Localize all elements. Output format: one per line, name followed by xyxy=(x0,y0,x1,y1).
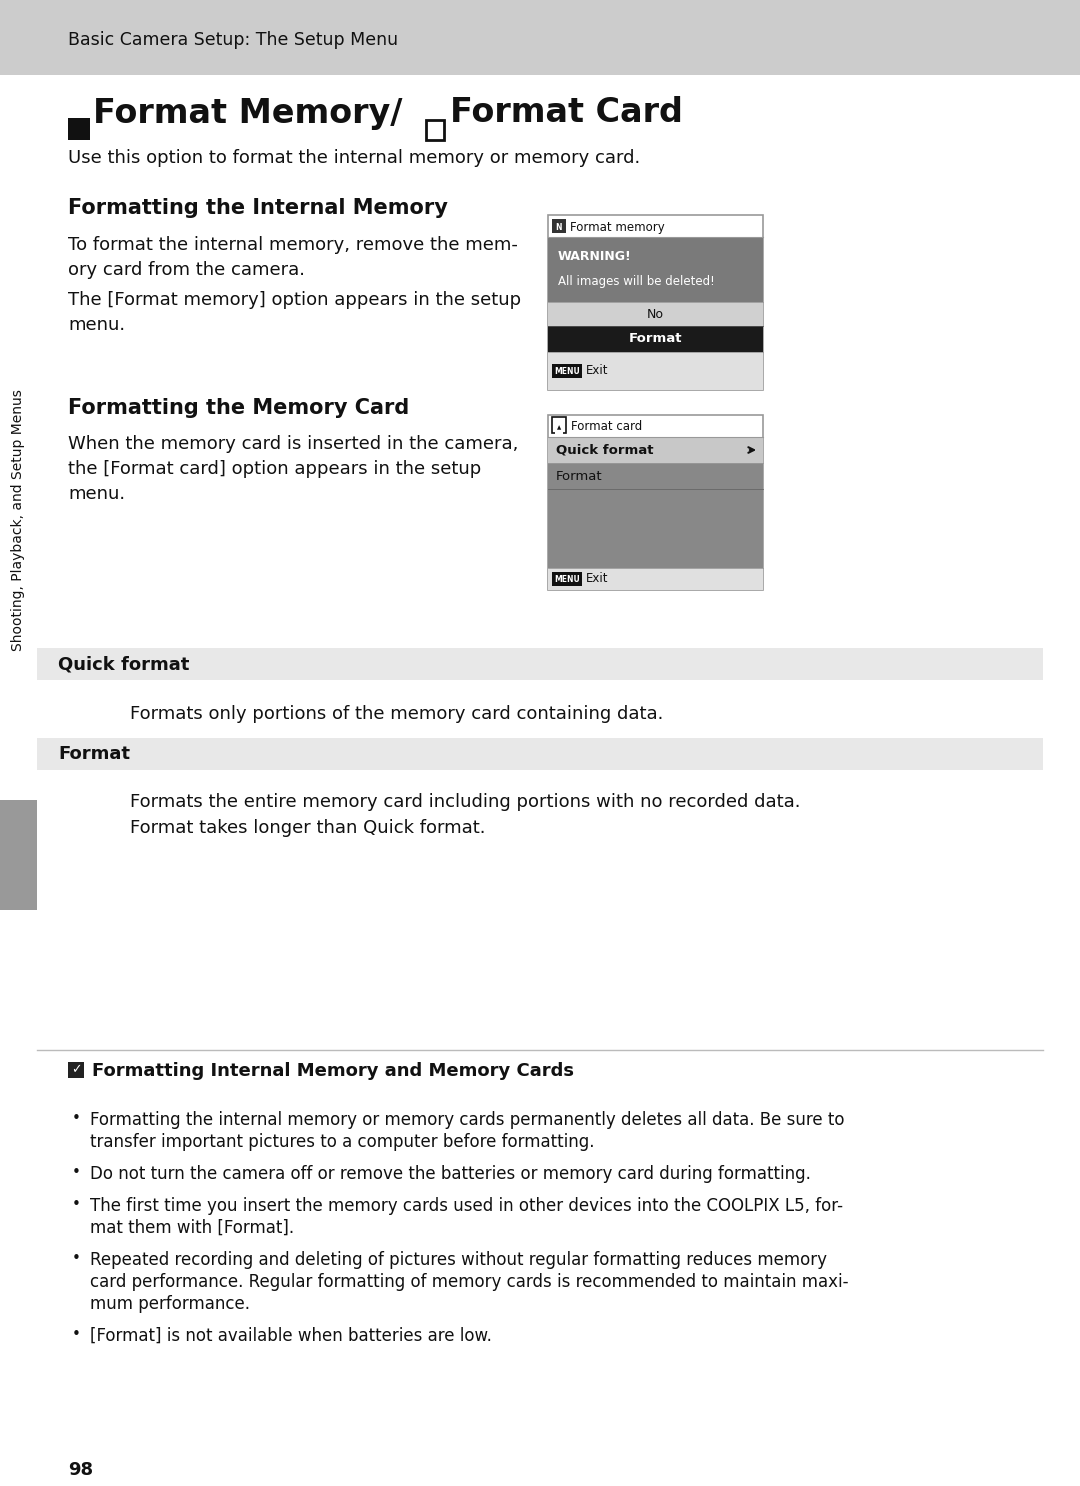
Bar xyxy=(37,739,1043,770)
Bar xyxy=(0,0,1080,74)
Bar xyxy=(548,302,762,325)
Bar xyxy=(548,325,762,352)
Text: MENU: MENU xyxy=(554,575,580,584)
Bar xyxy=(0,799,37,909)
Text: Formats only portions of the memory card containing data.: Formats only portions of the memory card… xyxy=(130,704,663,724)
Text: mat them with [Format].: mat them with [Format]. xyxy=(90,1219,294,1236)
Text: N: N xyxy=(73,107,84,119)
Text: Format card: Format card xyxy=(571,421,643,434)
Text: Formats the entire memory card including portions with no recorded data.: Formats the entire memory card including… xyxy=(130,794,800,811)
Text: Shooting, Playback, and Setup Menus: Shooting, Playback, and Setup Menus xyxy=(11,389,25,651)
Text: No: No xyxy=(647,308,664,321)
Text: Repeated recording and deleting of pictures without regular formatting reduces m: Repeated recording and deleting of pictu… xyxy=(90,1251,827,1269)
Bar xyxy=(68,117,90,140)
Text: ory card from the camera.: ory card from the camera. xyxy=(68,262,305,279)
Bar xyxy=(548,352,762,389)
Bar xyxy=(37,648,1043,681)
Bar xyxy=(548,236,762,302)
Text: Do not turn the camera off or remove the batteries or memory card during formatt: Do not turn the camera off or remove the… xyxy=(90,1165,811,1183)
Text: WARNING!: WARNING! xyxy=(558,251,632,263)
Bar xyxy=(548,437,762,464)
Text: 98: 98 xyxy=(68,1461,93,1479)
Text: Formatting the Memory Card: Formatting the Memory Card xyxy=(68,398,409,418)
Text: Format takes longer than Quick format.: Format takes longer than Quick format. xyxy=(130,819,486,837)
Text: menu.: menu. xyxy=(68,317,125,334)
Text: Quick format: Quick format xyxy=(58,655,189,673)
Text: Formatting Internal Memory and Memory Cards: Formatting Internal Memory and Memory Ca… xyxy=(92,1062,573,1080)
Text: N: N xyxy=(556,223,563,232)
Text: Quick format: Quick format xyxy=(556,443,653,456)
Text: The first time you insert the memory cards used in other devices into the COOLPI: The first time you insert the memory car… xyxy=(90,1198,843,1216)
Text: Format Memory/: Format Memory/ xyxy=(93,97,403,129)
Bar xyxy=(552,418,566,432)
Bar xyxy=(548,215,762,389)
Text: To format the internal memory, remove the mem-: To format the internal memory, remove th… xyxy=(68,236,518,254)
Text: ✓: ✓ xyxy=(71,1064,81,1076)
Text: menu.: menu. xyxy=(68,484,125,502)
Text: the [Format card] option appears in the setup: the [Format card] option appears in the … xyxy=(68,461,482,478)
Bar xyxy=(552,572,582,585)
Text: [Format] is not available when batteries are low.: [Format] is not available when batteries… xyxy=(90,1327,491,1345)
Bar xyxy=(548,415,762,590)
Text: Format Card: Format Card xyxy=(450,97,683,129)
Text: Format: Format xyxy=(58,744,130,762)
Text: •: • xyxy=(72,1198,81,1213)
Bar xyxy=(548,489,762,568)
Text: •: • xyxy=(72,1112,81,1126)
Text: •: • xyxy=(72,1165,81,1180)
Text: When the memory card is inserted in the camera,: When the memory card is inserted in the … xyxy=(68,435,518,453)
Text: Exit: Exit xyxy=(586,572,608,585)
Bar xyxy=(548,568,762,590)
Text: Basic Camera Setup: The Setup Menu: Basic Camera Setup: The Setup Menu xyxy=(68,31,399,49)
Bar xyxy=(68,1062,84,1077)
Bar xyxy=(548,464,762,489)
Text: Format: Format xyxy=(556,470,603,483)
Text: Exit: Exit xyxy=(586,364,608,377)
Text: The [Format memory] option appears in the setup: The [Format memory] option appears in th… xyxy=(68,291,522,309)
Text: MENU: MENU xyxy=(554,367,580,376)
Bar xyxy=(552,218,566,233)
Text: •: • xyxy=(72,1251,81,1266)
Text: Formatting the Internal Memory: Formatting the Internal Memory xyxy=(68,198,448,218)
Bar xyxy=(555,431,563,435)
Text: Format memory: Format memory xyxy=(570,220,665,233)
Text: ▲: ▲ xyxy=(557,425,562,431)
Text: card performance. Regular formatting of memory cards is recommended to maintain : card performance. Regular formatting of … xyxy=(90,1274,849,1291)
Bar xyxy=(426,120,444,140)
Text: All images will be deleted!: All images will be deleted! xyxy=(558,275,715,287)
Bar xyxy=(430,129,440,134)
Text: Formatting the internal memory or memory cards permanently deletes all data. Be : Formatting the internal memory or memory… xyxy=(90,1112,845,1129)
Text: •: • xyxy=(72,1327,81,1342)
Text: Format: Format xyxy=(629,333,683,346)
Text: mum performance.: mum performance. xyxy=(90,1294,249,1314)
Text: Use this option to format the internal memory or memory card.: Use this option to format the internal m… xyxy=(68,149,640,166)
Text: transfer important pictures to a computer before formatting.: transfer important pictures to a compute… xyxy=(90,1132,594,1152)
Bar xyxy=(552,364,582,377)
